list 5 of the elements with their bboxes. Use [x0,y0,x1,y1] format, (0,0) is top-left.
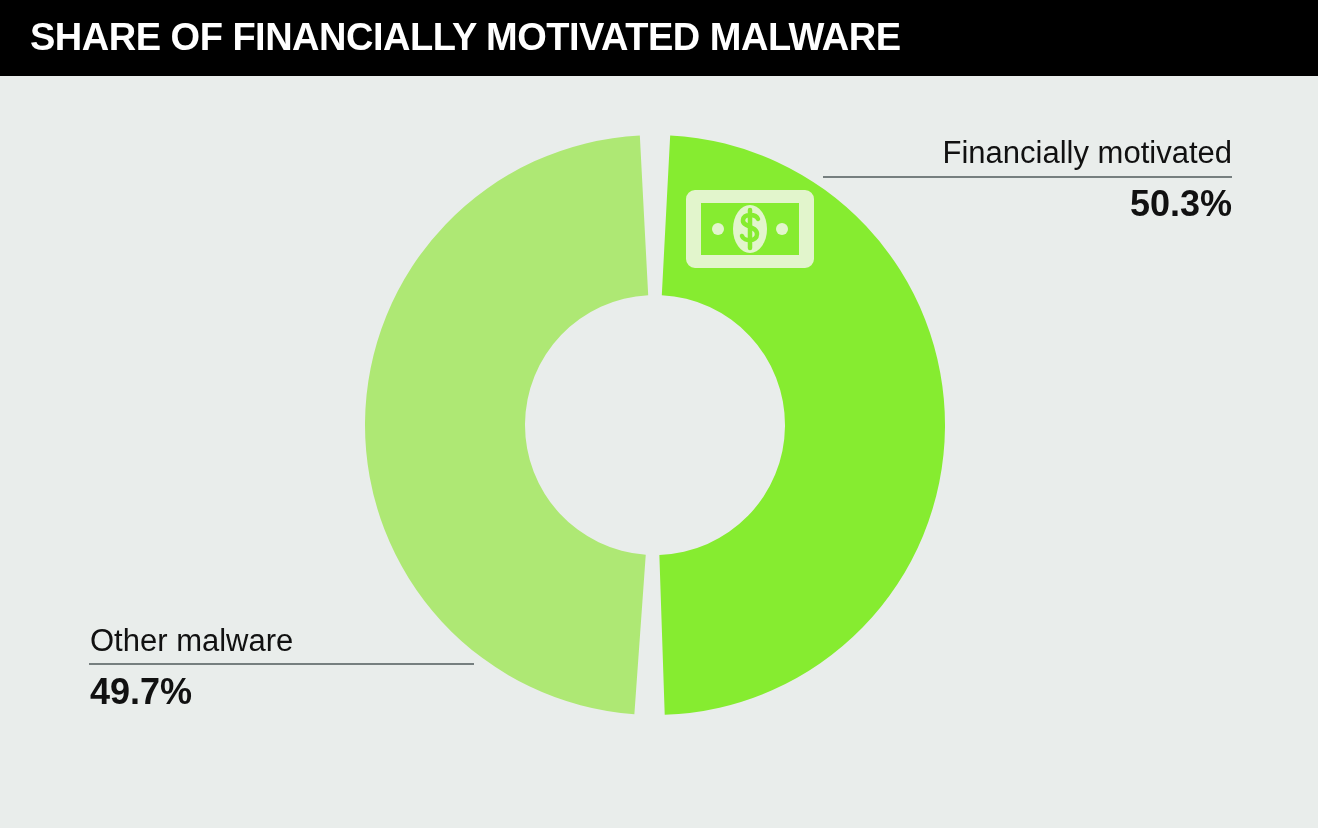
data-label: 49.7% [90,670,193,712]
chart-title: SHARE OF FINANCIALLY MOTIVATED MALWARE [30,15,901,60]
slice-label: Financially motivated [942,135,1232,170]
data-label: 50.3% [1129,182,1232,224]
slice-label: Other malware [90,623,294,658]
